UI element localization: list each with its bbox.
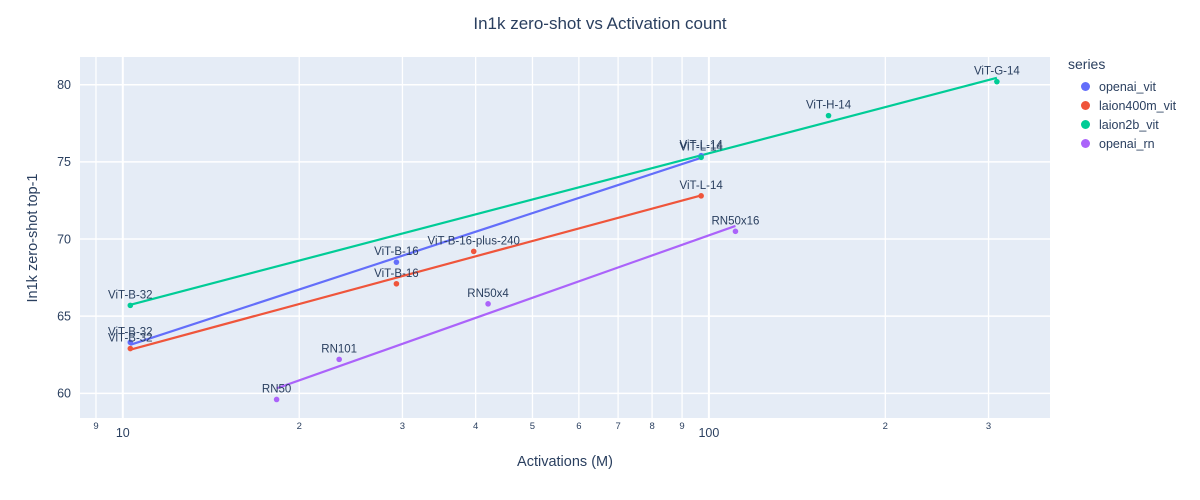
point-openai_rn-RN101[interactable]	[336, 356, 342, 363]
point-label-RN50x4: RN50x4	[467, 288, 509, 300]
legend-title: series	[1068, 56, 1106, 72]
legend-marker-icon	[1081, 101, 1090, 110]
legend-item-openai_vit[interactable]: openai_vit	[1068, 77, 1176, 96]
point-label-RN50: RN50	[262, 383, 291, 395]
point-label-ViT-B-32: ViT-B-32	[108, 289, 153, 301]
point-label-RN101: RN101	[321, 343, 357, 355]
point-openai_rn-RN50x16[interactable]	[732, 228, 739, 235]
point-label-ViT-B-16: ViT-B-16	[374, 246, 419, 258]
point-label-ViT-B-32: ViT-B-32	[108, 326, 153, 338]
x-tick-label: 2	[297, 421, 302, 432]
point-label-ViT-B-32: ViT-B-32	[108, 333, 153, 345]
legend-marker-icon	[1081, 120, 1090, 129]
point-laion2b_vit-ViT-L-14[interactable]	[698, 154, 704, 161]
legend-marker-icon	[1081, 82, 1090, 91]
point-openai_vit-ViT-B-32[interactable]	[127, 339, 134, 346]
x-tick-label: 7	[615, 421, 620, 432]
x-tick-label: 100	[698, 426, 719, 440]
point-laion400m_vit-ViT-B-16[interactable]	[393, 280, 400, 287]
x-tick-label: 9	[93, 421, 98, 432]
x-tick-label: 5	[530, 421, 535, 432]
point-openai_vit-ViT-B-16[interactable]	[393, 259, 400, 265]
x-tick-label: 6	[576, 421, 581, 432]
x-tick-label: 9	[679, 421, 684, 432]
plot-area[interactable]	[80, 57, 1050, 418]
x-tick-label: 4	[473, 421, 478, 432]
point-laion400m_vit-ViT-L-14[interactable]	[698, 193, 704, 199]
legend-item-label: laion400m_vit	[1099, 98, 1177, 113]
trendline-laion400m_vit[interactable]	[130, 194, 702, 351]
point-label-ViT-B-16-plus-240: ViT-B-16-plus-240	[427, 235, 519, 247]
legend: series openai_vit laion400m_vit laion2b_vi…	[1068, 56, 1176, 153]
x-axis-title: Activations (M)	[517, 454, 613, 470]
point-laion2b_vit-ViT-G-14[interactable]	[994, 78, 1000, 85]
point-label-ViT-L-14: ViT-L-14	[680, 140, 724, 152]
x-tick-label: 8	[649, 421, 654, 432]
legend-marker-icon	[1081, 139, 1090, 148]
point-openai_rn-RN50x4[interactable]	[485, 301, 491, 307]
point-label-RN50x16: RN50x16	[711, 215, 759, 227]
legend-item-label: laion2b_vit	[1099, 117, 1159, 132]
y-tick-label: 80	[57, 78, 71, 92]
point-laion400m_vit-ViT-B-16-plus-240[interactable]	[470, 248, 477, 255]
trendline-laion2b_vit[interactable]	[130, 76, 998, 306]
y-tick-label: 75	[57, 155, 71, 169]
y-tick-label: 60	[57, 387, 71, 401]
x-tick-label: 3	[400, 421, 405, 432]
point-laion2b_vit-ViT-B-32[interactable]	[127, 302, 134, 309]
legend-item-laion2b_vit[interactable]: laion2b_vit	[1068, 115, 1176, 134]
x-tick-label: 3	[986, 421, 991, 432]
x-tick-label: 2	[883, 421, 888, 432]
point-label-ViT-H-14: ViT-H-14	[806, 100, 852, 112]
x-tick-label: 10	[116, 426, 130, 440]
legend-item-laion400m_vit[interactable]: laion400m_vit	[1068, 96, 1176, 115]
point-label-ViT-L-14: ViT-L-14	[680, 180, 724, 192]
legend-item-label: openai_rn	[1099, 136, 1155, 151]
point-label-ViT-G-14: ViT-G-14	[974, 66, 1020, 78]
point-laion400m_vit-ViT-B-32[interactable]	[127, 345, 134, 352]
point-laion2b_vit-ViT-H-14[interactable]	[825, 112, 832, 119]
point-openai_rn-RN50[interactable]	[273, 396, 280, 403]
trendline-openai_vit[interactable]	[129, 156, 702, 346]
y-axis-title: In1k zero-shot top-1	[25, 173, 41, 303]
trendline-openai_rn[interactable]	[276, 224, 736, 390]
y-tick-label: 65	[57, 309, 71, 323]
point-label-ViT-B-16: ViT-B-16	[374, 268, 419, 280]
legend-item-label: openai_vit	[1099, 79, 1156, 94]
point-label-ViT-L-14: ViT-L-14	[680, 141, 724, 153]
legend-item-openai_rn[interactable]: openai_rn	[1068, 134, 1176, 153]
y-tick-label: 70	[57, 232, 71, 246]
chart-title: In1k zero-shot vs Activation count	[473, 14, 727, 33]
